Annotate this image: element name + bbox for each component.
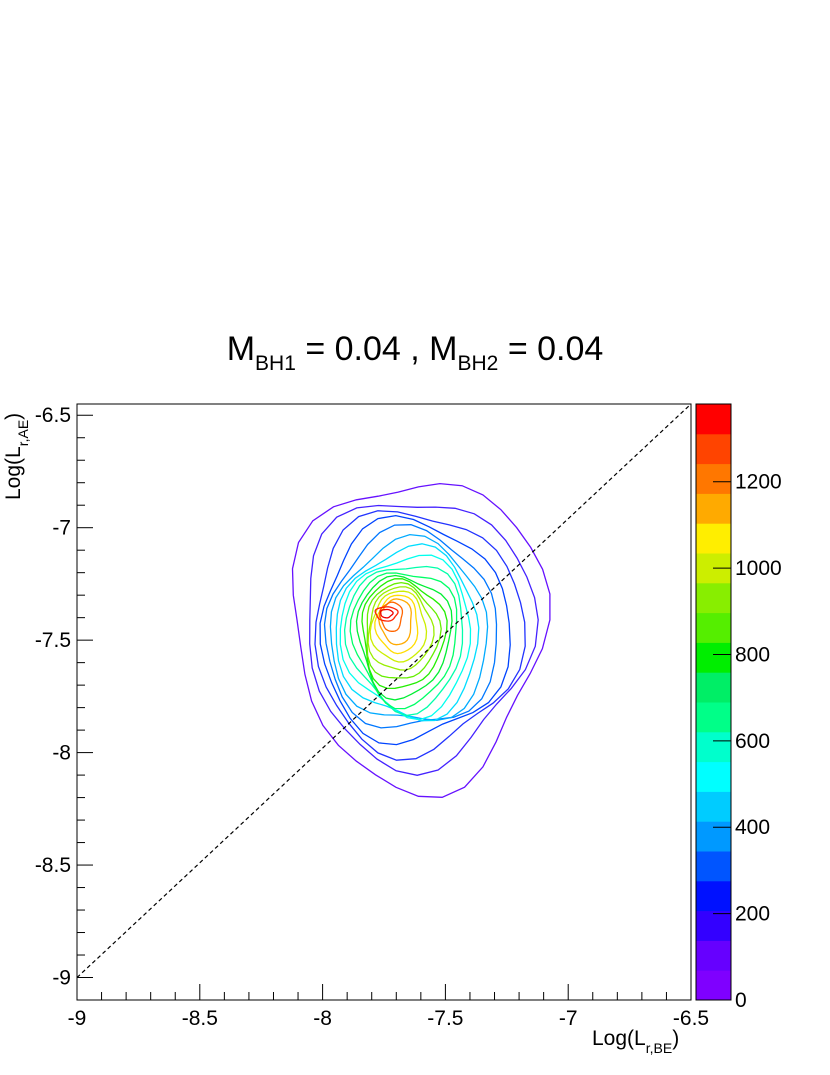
colorbar-tick-label: 800 bbox=[735, 643, 770, 666]
colorbar-segment bbox=[696, 523, 731, 554]
diagonal-reference-line bbox=[76, 403, 692, 978]
colorbar-segment bbox=[696, 731, 731, 763]
colorbar-tick-label: 1200 bbox=[735, 471, 782, 494]
y-tick-label: -6.5 bbox=[35, 404, 71, 427]
colorbar-tick-label: 600 bbox=[735, 730, 770, 753]
colorbar-segment bbox=[696, 880, 731, 912]
x-tick-label: -7 bbox=[559, 1007, 578, 1030]
x-tick-label: -9 bbox=[68, 1007, 87, 1030]
contour-level-690 bbox=[349, 572, 458, 710]
contour-level-552 bbox=[339, 554, 472, 721]
colorbar-segment bbox=[696, 672, 731, 703]
colorbar-segment bbox=[696, 404, 731, 435]
colorbar-segment bbox=[696, 821, 731, 852]
colorbar-segment bbox=[696, 910, 731, 941]
contour-level-1104 bbox=[374, 594, 419, 655]
colorbar-tick-label: 1000 bbox=[735, 557, 782, 580]
svg-text:Log(Lr,AE): Log(Lr,AE) bbox=[2, 413, 31, 500]
contour-level-69 bbox=[291, 482, 551, 798]
contour-level-759 bbox=[355, 574, 453, 701]
y-tick-label: -7.5 bbox=[35, 629, 71, 652]
y-tick-label: -7 bbox=[52, 517, 71, 540]
contour-level-1173 bbox=[378, 598, 412, 646]
contour-level-621 bbox=[343, 565, 464, 717]
y-axis-title: Log(Lr,AE) bbox=[2, 413, 31, 500]
colorbar-segment bbox=[696, 761, 731, 792]
y-axis-ticks: -9 -8.5 -8 -7.5 -7 -6.5 bbox=[35, 404, 93, 1001]
colorbar-segment bbox=[696, 791, 731, 822]
y-tick-label: -9 bbox=[52, 967, 71, 990]
contour-level-276 bbox=[319, 514, 511, 746]
x-tick-label: -8.5 bbox=[182, 1007, 218, 1030]
contour-level-414 bbox=[329, 533, 489, 722]
contour-lines bbox=[291, 482, 551, 798]
colorbar-segment bbox=[696, 851, 731, 882]
colorbar-segment bbox=[696, 642, 731, 673]
colorbar-segment bbox=[696, 493, 731, 524]
colorbar-segment bbox=[696, 612, 731, 643]
contour-level-897 bbox=[366, 581, 442, 679]
contour-level-345 bbox=[323, 524, 498, 729]
contour-level-828 bbox=[361, 578, 448, 690]
y-tick-label: -8.5 bbox=[35, 854, 71, 877]
x-axis-ticks: -9 -8.5 -8 -7.5 -7 -6.5 bbox=[68, 984, 709, 1030]
colorbar-tick-label: 200 bbox=[735, 903, 770, 926]
contour-level-1311 bbox=[374, 606, 399, 622]
contour-level-1035 bbox=[369, 590, 428, 663]
colorbar: 0 200 400 600 800 1000 1200 bbox=[695, 403, 782, 1012]
colorbar-segment bbox=[696, 582, 731, 614]
colorbar-segment bbox=[696, 433, 731, 465]
chart-title: MBH1 = 0.04 , MBH2 = 0.04 bbox=[226, 330, 604, 375]
contour-level-483 bbox=[335, 543, 480, 722]
colorbar-segment bbox=[696, 940, 731, 971]
colorbar-segment bbox=[696, 702, 731, 733]
x-axis-title: Log(Lr,BE) bbox=[592, 1027, 679, 1056]
colorbar-tick-label: 400 bbox=[735, 816, 770, 839]
contour-level-1242 bbox=[378, 601, 404, 632]
x-tick-label: -7.5 bbox=[427, 1007, 463, 1030]
colorbar-tick-label: 0 bbox=[735, 989, 747, 1012]
colorbar-segment bbox=[696, 970, 731, 1001]
x-tick-label: -6.5 bbox=[673, 1007, 709, 1030]
colorbar-segment bbox=[696, 463, 731, 494]
y-tick-label: -8 bbox=[52, 742, 71, 765]
contour-level-138 bbox=[309, 504, 539, 776]
contour-level-966 bbox=[367, 586, 435, 671]
x-tick-label: -8 bbox=[313, 1007, 332, 1030]
contour-level-207 bbox=[314, 510, 526, 761]
contour-level-1380 bbox=[379, 608, 394, 619]
plot-frame bbox=[76, 403, 692, 1001]
